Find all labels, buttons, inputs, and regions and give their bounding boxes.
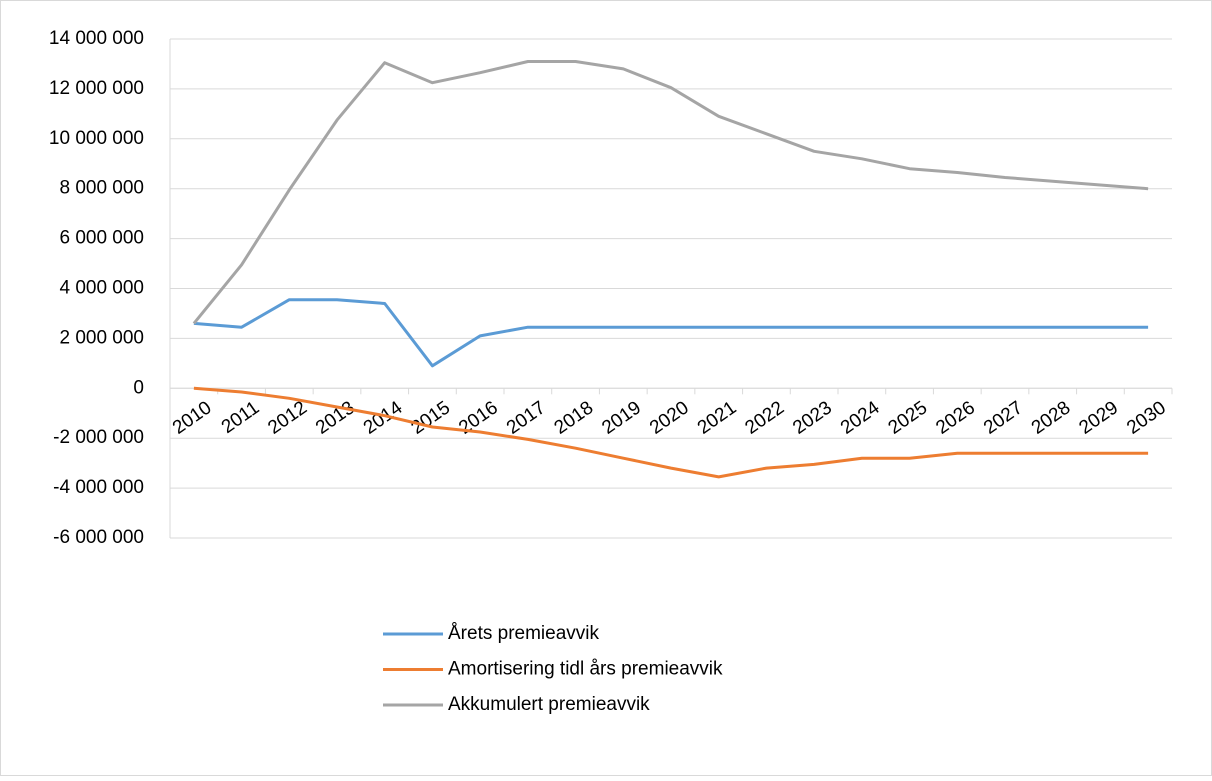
y-tick-label: 6 000 000 (59, 228, 144, 249)
series-line (193, 386, 1149, 479)
y-tick-label: 8 000 000 (59, 178, 144, 199)
y-tick-label: 12 000 000 (49, 78, 144, 99)
y-tick-label: -6 000 000 (53, 527, 144, 548)
y-tick-label: 4 000 000 (59, 278, 144, 299)
legend-label: Akkumulert premieavvik (448, 694, 650, 715)
y-tick-label: -4 000 000 (53, 477, 144, 498)
y-tick-label: 10 000 000 (49, 128, 144, 149)
series-line (193, 298, 1149, 368)
legend-label: Årets premieavvik (448, 623, 599, 644)
y-tick-label: 14 000 000 (49, 28, 144, 49)
legend-label: Amortisering tidl års premieavvik (448, 659, 723, 680)
y-tick-label: -2 000 000 (53, 427, 144, 448)
y-tick-label: 0 (133, 377, 144, 398)
y-tick-label: 2 000 000 (59, 327, 144, 348)
series-line (192, 60, 1149, 325)
